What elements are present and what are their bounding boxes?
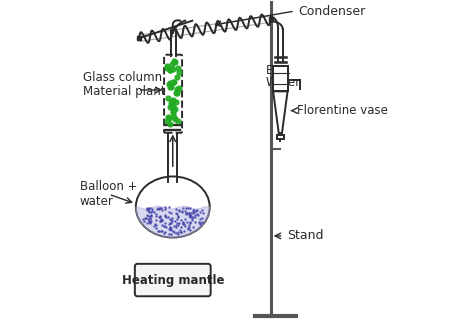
Point	[164, 64, 171, 69]
Point	[164, 115, 172, 120]
Polygon shape	[273, 91, 288, 133]
Point	[166, 68, 173, 73]
Text: Balloon +
water: Balloon + water	[80, 180, 137, 208]
Ellipse shape	[136, 177, 210, 237]
Bar	[276, 135, 284, 139]
Point	[169, 79, 177, 85]
Point	[164, 119, 171, 124]
Text: Water: Water	[266, 75, 301, 88]
Text: Heating mantle: Heating mantle	[121, 273, 224, 286]
Point	[168, 61, 175, 66]
Point	[167, 100, 174, 106]
Point	[173, 75, 181, 80]
Point	[174, 65, 182, 71]
Text: Condenser: Condenser	[298, 5, 365, 17]
Point	[173, 91, 180, 96]
Point	[171, 59, 178, 64]
Point	[167, 85, 174, 90]
Point	[166, 68, 173, 73]
Point	[175, 85, 182, 90]
Point	[169, 103, 177, 108]
Point	[173, 87, 181, 92]
Point	[169, 110, 177, 116]
Point	[169, 66, 176, 71]
Point	[169, 99, 176, 104]
Text: Stand: Stand	[287, 229, 323, 242]
Point	[175, 70, 182, 75]
Point	[173, 90, 180, 96]
Point	[165, 115, 173, 120]
Point	[164, 66, 171, 71]
Text: EOs: EOs	[266, 64, 289, 77]
Text: Material plant: Material plant	[83, 85, 165, 98]
Point	[164, 95, 172, 100]
Point	[172, 116, 179, 121]
Point	[167, 82, 174, 87]
FancyBboxPatch shape	[135, 264, 210, 296]
Bar	[273, 66, 288, 91]
Point	[170, 115, 177, 120]
FancyBboxPatch shape	[164, 55, 182, 133]
Point	[169, 98, 176, 103]
Point	[166, 80, 173, 85]
Point	[166, 105, 174, 110]
Text: Florentine vase: Florentine vase	[297, 104, 388, 117]
Point	[171, 107, 178, 112]
Point	[166, 121, 174, 126]
Point	[171, 79, 178, 84]
Point	[173, 99, 180, 105]
Polygon shape	[136, 206, 210, 237]
Point	[166, 84, 173, 89]
Point	[170, 109, 177, 114]
Point	[165, 82, 173, 87]
Point	[173, 88, 181, 94]
Point	[171, 59, 178, 64]
Text: Glass column +: Glass column +	[83, 71, 175, 84]
Point	[174, 119, 182, 124]
